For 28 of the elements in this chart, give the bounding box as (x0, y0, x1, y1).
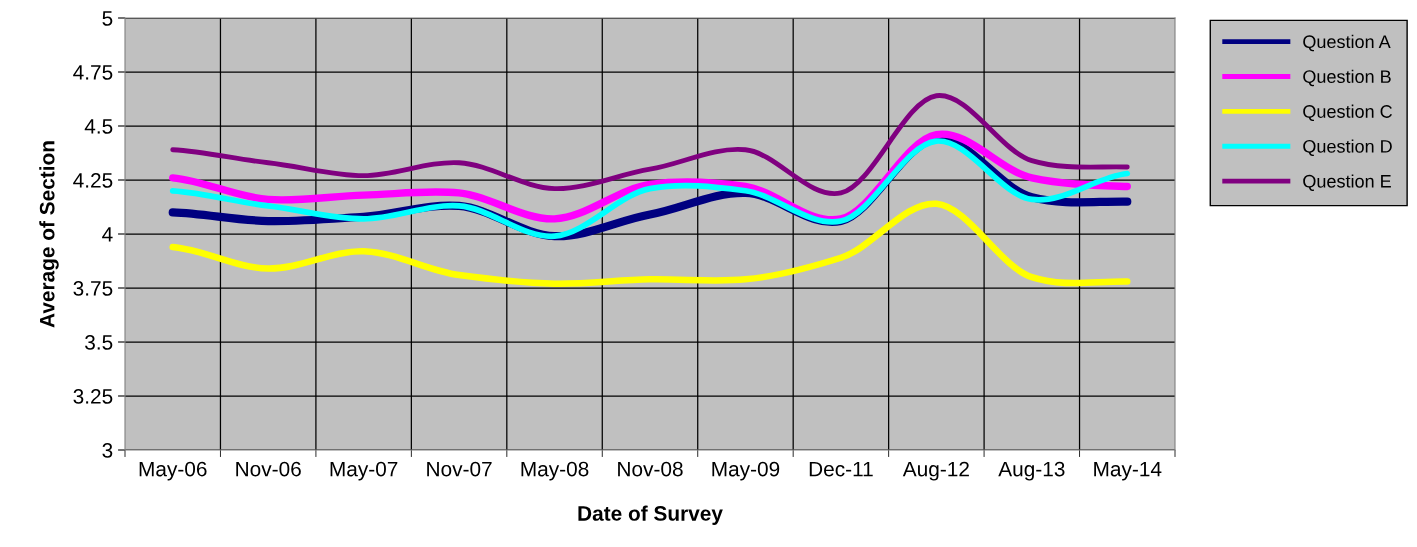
y-axis-title: Average of Section (39, 141, 59, 328)
x-tick-label: Dec-11 (809, 461, 873, 477)
y-tick-label: 3.75 (73, 281, 113, 296)
y-tick-label: 4.75 (73, 65, 113, 80)
legend-label: Question A (1303, 34, 1391, 52)
legend-label: Question C (1303, 104, 1392, 122)
x-tick-label: Aug-12 (902, 461, 969, 481)
y-tick-label: 4.25 (73, 173, 113, 188)
legend-label: Question D (1303, 139, 1392, 157)
x-tick-label: May-06 (139, 461, 207, 481)
x-tick-label: Nov-08 (618, 461, 683, 477)
y-tick-label: 3 (102, 443, 113, 458)
x-tick-label: May-08 (521, 461, 589, 481)
line-series (170, 93, 1130, 196)
x-tick-label: Nov-07 (427, 461, 492, 477)
y-tick-label: 3.5 (85, 335, 113, 350)
x-tick-label: Nov-06 (236, 461, 301, 477)
y-tick-label: 4.5 (84, 119, 113, 134)
x-tick-label: May-09 (712, 461, 780, 481)
x-tick-label: May-14 (1094, 461, 1162, 481)
x-tick-label: May-07 (330, 461, 398, 481)
x-axis-title: Date of Survey (578, 505, 723, 525)
y-tick-label: 5 (102, 11, 113, 26)
y-tick-label: 4 (102, 227, 113, 242)
x-tick-label: Aug-13 (998, 461, 1065, 481)
legend-label: Question E (1303, 174, 1391, 191)
y-tick-label: 3.25 (73, 389, 113, 404)
legend-label: Question B (1303, 69, 1391, 87)
